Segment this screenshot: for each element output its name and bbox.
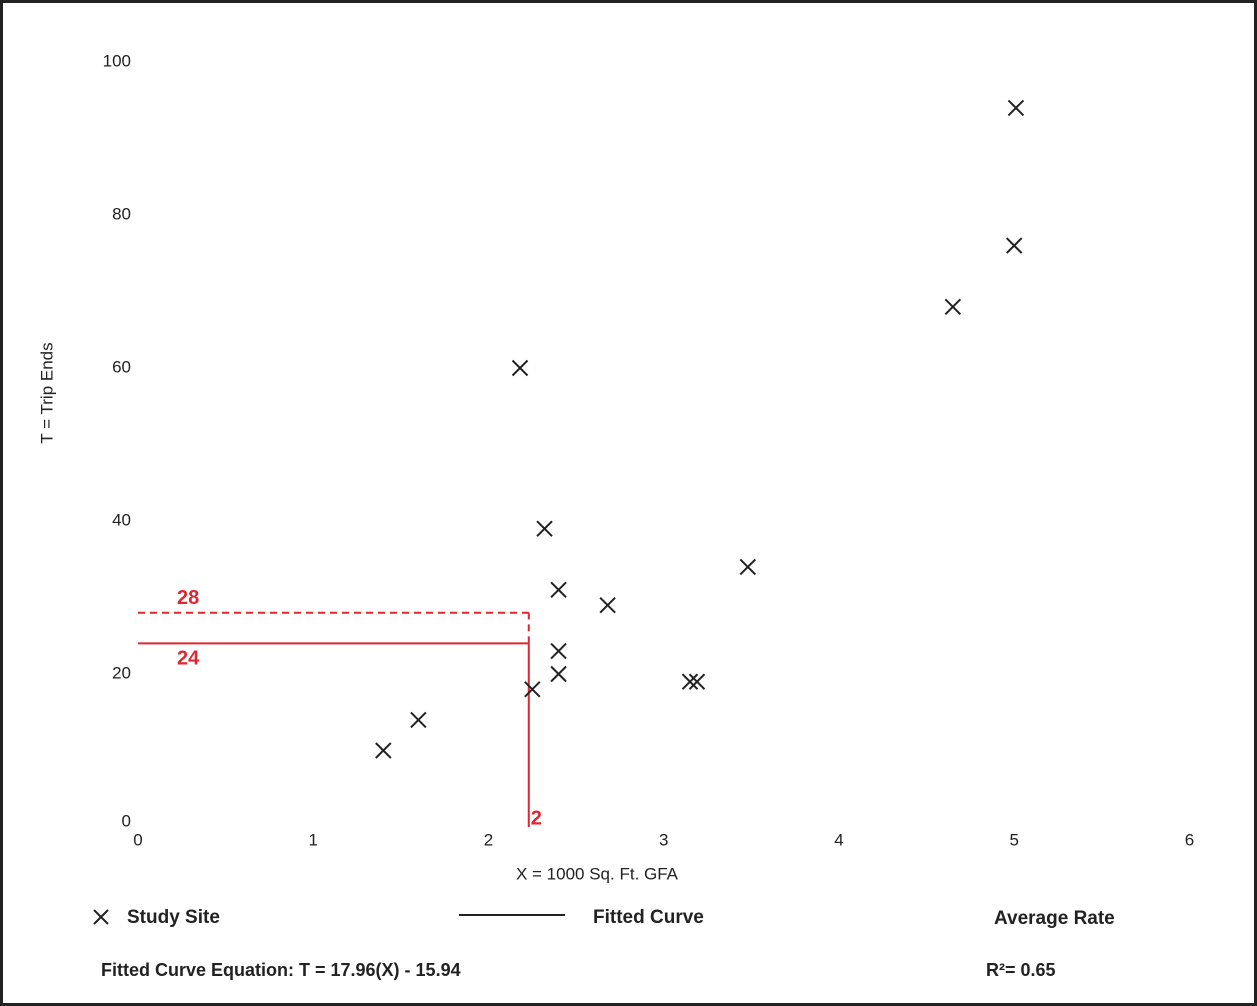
equation: Fitted Curve Equation: T = 17.96(X) - 15…	[101, 960, 461, 980]
x-tick-label: 2	[484, 830, 493, 849]
data-point	[551, 644, 566, 659]
x-tick-label: 0	[133, 830, 142, 849]
estimate-label: 2	[531, 807, 542, 829]
y-tick-label: 80	[112, 204, 131, 223]
y-tick-label: 40	[112, 510, 131, 529]
data-point	[525, 682, 540, 697]
legend-label: Fitted Curve	[593, 907, 704, 928]
estimate-label: 24	[177, 648, 200, 670]
data-point	[690, 674, 705, 689]
data-point	[537, 521, 552, 536]
data-point	[411, 712, 426, 727]
data-point	[1007, 238, 1022, 253]
data-point	[683, 674, 698, 689]
x-tick-label: 1	[309, 830, 318, 849]
chart: X = 1000 Sq. Ft. GFA T = Trip Ends Study…	[0, 0, 1257, 1006]
y-tick-label: 20	[112, 663, 131, 682]
y-tick-label: 60	[112, 357, 131, 376]
y-tick-label: 100	[103, 51, 131, 70]
x-tick-label: 6	[1185, 830, 1194, 849]
data-point	[945, 299, 960, 314]
legend-symbol	[94, 910, 108, 924]
x-tick-label: 5	[1009, 830, 1018, 849]
r-squared: R²= 0.65	[986, 960, 1056, 980]
data-point	[376, 743, 391, 758]
legend-label: Study Site	[127, 907, 220, 928]
y-axis-label: T = Trip Ends	[37, 342, 56, 443]
estimate-label: 28	[177, 587, 199, 609]
frame	[2, 2, 1256, 1005]
y-tick-label: 0	[122, 811, 131, 830]
x-axis-label: X = 1000 Sq. Ft. GFA	[516, 864, 679, 883]
page: {"chart_data": {"type": "scatter", "x_la…	[0, 0, 1257, 1006]
data-point	[740, 559, 755, 574]
x-tick-label: 3	[659, 830, 668, 849]
data-point	[551, 582, 566, 597]
x-tick-label: 4	[834, 830, 843, 849]
data-point	[513, 361, 528, 376]
data-point	[600, 598, 615, 613]
data-point	[551, 667, 566, 682]
legend-label: Average Rate	[994, 908, 1115, 929]
data-point	[1008, 100, 1023, 115]
